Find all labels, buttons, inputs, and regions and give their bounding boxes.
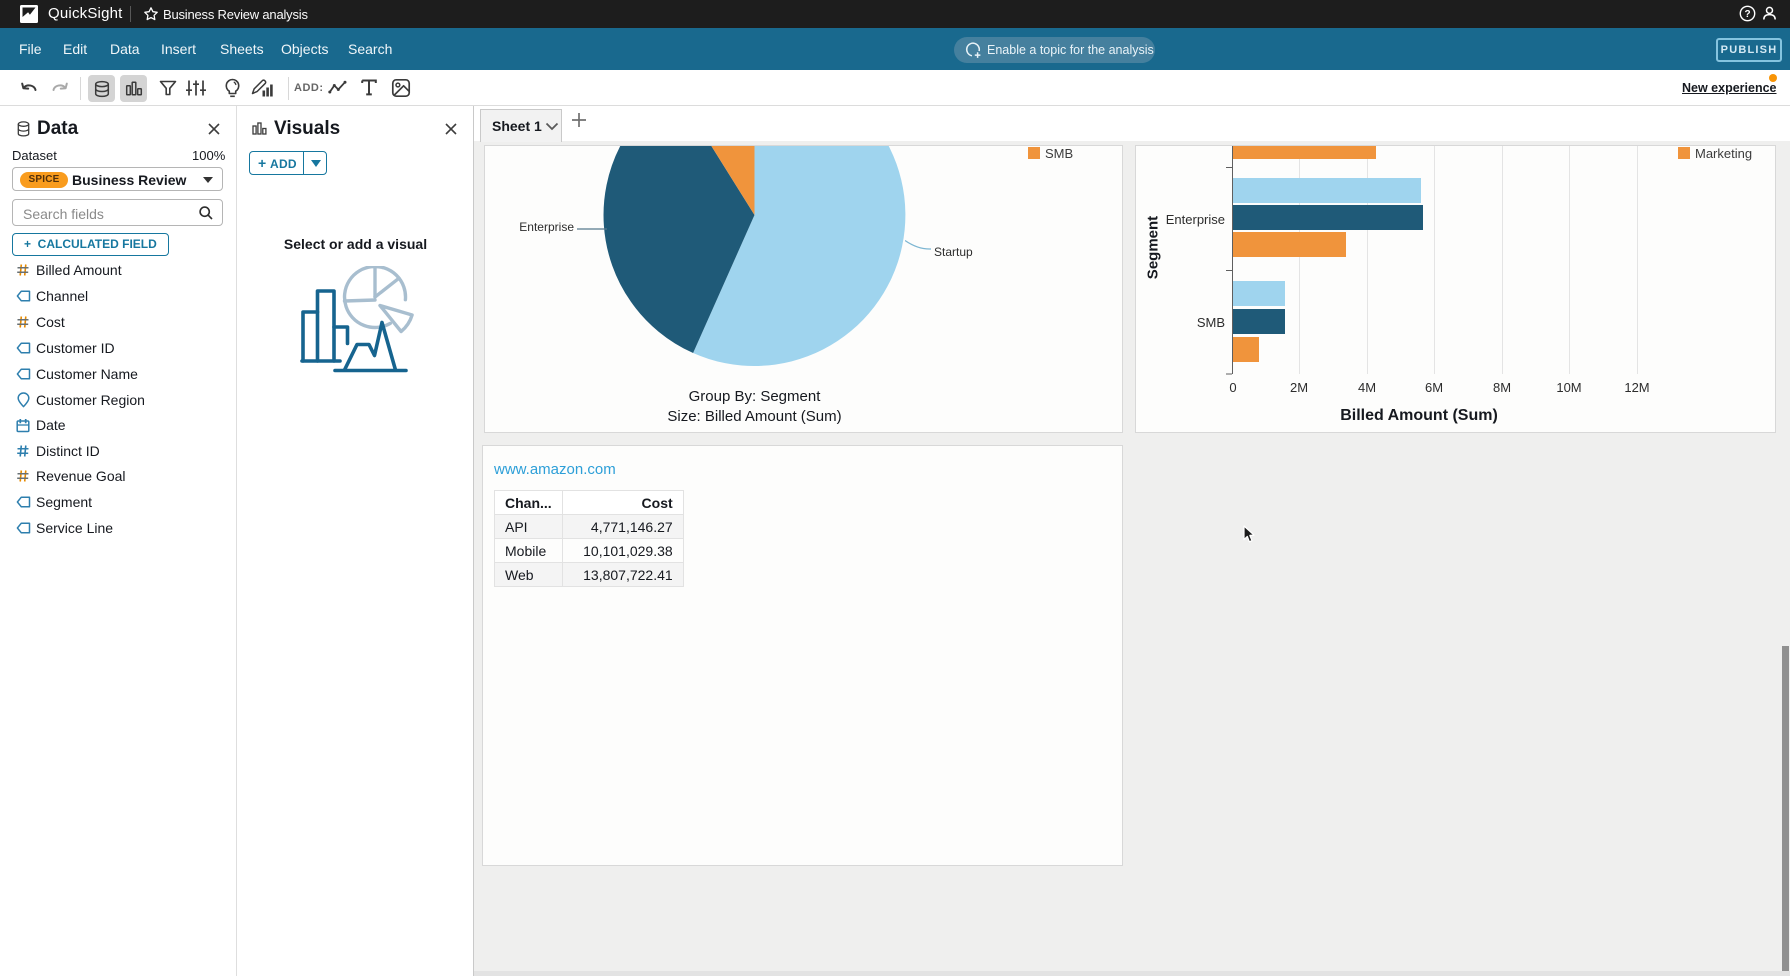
- svg-text:?: ?: [1744, 9, 1750, 20]
